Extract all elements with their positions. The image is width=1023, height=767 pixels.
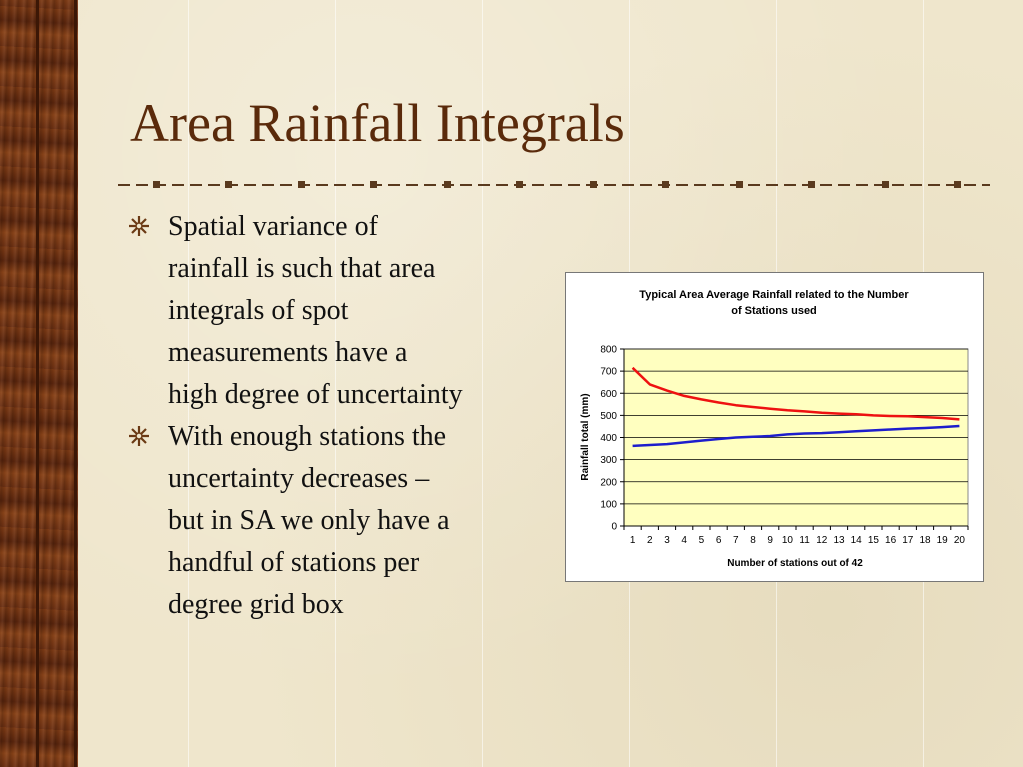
y-tick-label: 400 (600, 433, 617, 444)
bullet-line: measurements have a (168, 337, 408, 368)
bullet-line: Spatial variance of (168, 211, 378, 242)
slide-title: Area Rainfall Integrals (130, 93, 625, 153)
y-tick-label: 700 (600, 367, 617, 378)
x-tick-label: 1 (630, 535, 636, 546)
title-divider (118, 181, 990, 188)
y-tick-label: 0 (611, 522, 617, 533)
y-tick-label: 800 (600, 345, 617, 356)
x-tick-label: 14 (851, 535, 863, 546)
x-tick-label: 7 (733, 535, 739, 546)
x-tick-label: 12 (816, 535, 828, 546)
x-tick-label: 19 (937, 535, 949, 546)
y-tick-label: 200 (600, 477, 617, 488)
series-line-red (631, 366, 960, 421)
x-tick-label: 17 (902, 535, 914, 546)
x-axis-label: Number of stations out of 42 (727, 558, 863, 569)
bullet-line: With enough stations the (168, 421, 447, 452)
bullet-item: With enough stations the uncertainty dec… (128, 416, 548, 626)
x-tick-label: 13 (833, 535, 845, 546)
series-line-blue (632, 424, 960, 448)
bullet-line: uncertainty decreases – (168, 463, 430, 494)
rainfall-line-chart: Typical Area Average Rainfall related to… (580, 289, 969, 569)
bullet-item: Spatial variance of rainfall is such tha… (128, 206, 548, 416)
chart-title-line: Typical Area Average Rainfall related to… (639, 289, 909, 301)
chart-title-line: of Stations used (731, 305, 817, 317)
y-tick-label: 600 (600, 389, 617, 400)
x-tick-label: 9 (767, 535, 773, 546)
bullet-list: Spatial variance of rainfall is such tha… (128, 206, 548, 626)
x-tick-label: 15 (868, 535, 880, 546)
asterisk-bullet-icon (129, 426, 149, 446)
chart-container: Typical Area Average Rainfall related to… (565, 272, 984, 582)
bullet-line: integrals of spot (168, 295, 349, 326)
wood-panel (0, 0, 78, 767)
x-tick-label: 5 (699, 535, 705, 546)
x-tick-label: 16 (885, 535, 897, 546)
asterisk-bullet-icon (129, 216, 149, 236)
bullet-line: handful of stations per (168, 547, 420, 578)
y-tick-label: 100 (600, 499, 617, 510)
x-tick-label: 4 (681, 535, 687, 546)
y-tick-label: 300 (600, 455, 617, 466)
y-axis-label: Rainfall total (mm) (580, 393, 591, 480)
bullet-line: but in SA we only have a (168, 505, 450, 536)
x-tick-label: 3 (664, 535, 670, 546)
x-tick-label: 10 (782, 535, 794, 546)
x-tick-label: 2 (647, 535, 653, 546)
y-tick-label: 500 (600, 411, 617, 422)
x-tick-label: 18 (919, 535, 931, 546)
bullet-line: rainfall is such that area (168, 253, 436, 284)
x-tick-label: 20 (954, 535, 966, 546)
x-tick-label: 6 (716, 535, 722, 546)
bullet-line: degree grid box (168, 589, 344, 620)
bullet-line: high degree of uncertainty (168, 379, 463, 410)
x-tick-label: 11 (799, 535, 810, 546)
x-tick-label: 8 (750, 535, 756, 546)
